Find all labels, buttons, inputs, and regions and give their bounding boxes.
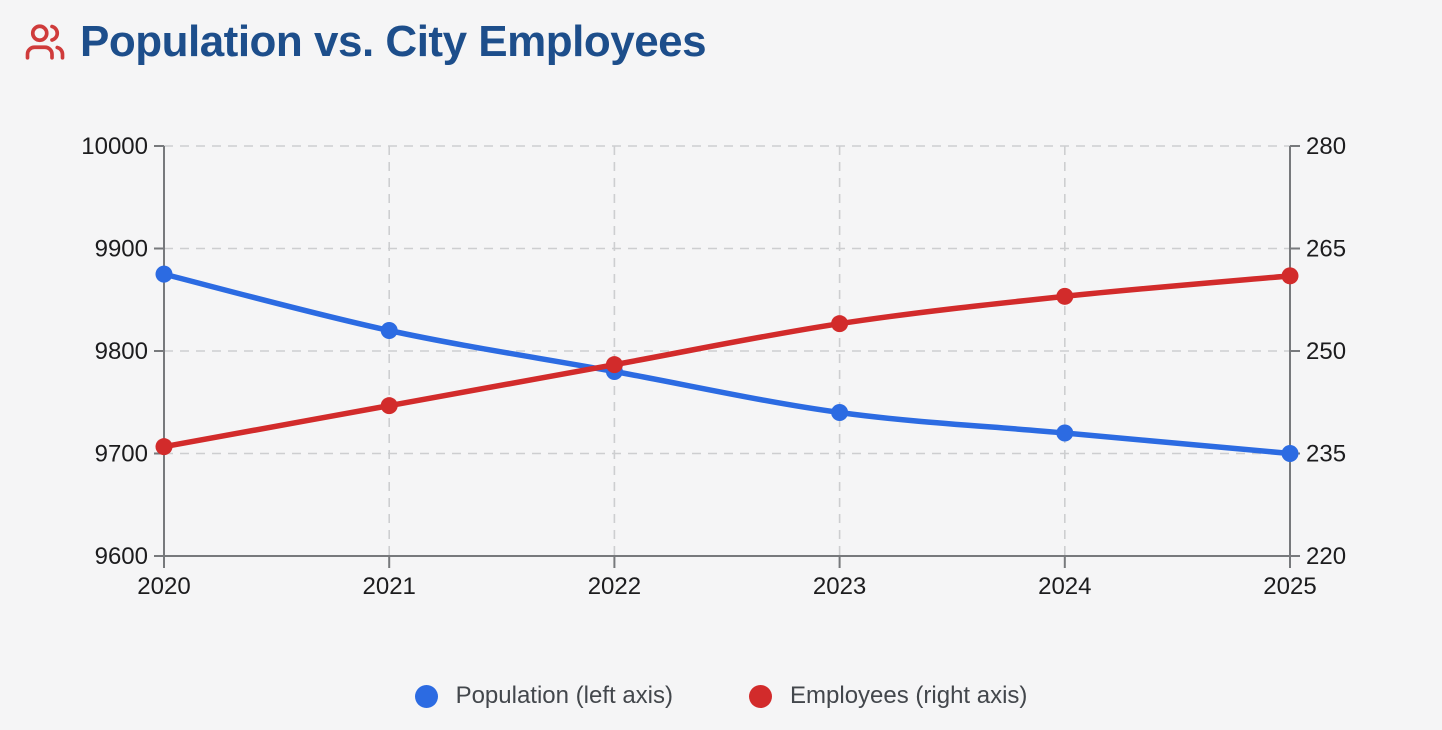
population-point <box>1281 445 1299 462</box>
left-axis-tick-label: 10000 <box>81 133 148 160</box>
legend-item-population[interactable]: Population (left axis) <box>414 682 674 710</box>
legend-item-employees[interactable]: Employees (right axis) <box>749 682 1027 710</box>
population-legend-dot <box>414 684 438 708</box>
chart-header: Population vs. City Employees <box>24 17 707 66</box>
x-axis-tick-label: 2024 <box>1038 573 1091 600</box>
chart-legend: Population (left axis) Employees (right … <box>0 682 1442 710</box>
left-axis-tick-label: 9700 <box>95 441 148 468</box>
page-title: Population vs. City Employees <box>80 17 707 66</box>
employees-point <box>380 397 398 415</box>
population-point <box>831 404 849 421</box>
x-axis-tick-label: 2023 <box>813 573 866 600</box>
population-legend-label: Population (left axis) <box>455 682 674 709</box>
right-axis-tick-label: 220 <box>1306 543 1346 570</box>
employees-point <box>605 356 623 374</box>
left-axis-tick-label: 9900 <box>95 236 148 263</box>
population-line <box>161 271 1293 457</box>
right-axis-tick-label: 265 <box>1306 236 1346 263</box>
population-point <box>1056 424 1074 442</box>
x-axis-tick-label: 2025 <box>1263 573 1316 600</box>
x-axis-tick-label: 2020 <box>137 573 190 600</box>
employees-point <box>831 315 849 333</box>
population-point <box>380 322 398 339</box>
employees-point <box>1056 287 1074 305</box>
x-axis-tick-label: 2022 <box>588 573 641 600</box>
population-point <box>155 265 173 283</box>
left-axis-tick-label: 9800 <box>95 338 148 365</box>
users-icon <box>25 24 65 60</box>
employees-point <box>155 438 173 456</box>
right-axis-tick-label: 235 <box>1306 441 1346 468</box>
employees-legend-label: Employees (right axis) <box>790 682 1028 709</box>
left-axis-tick-label: 9600 <box>95 543 148 570</box>
x-axis-tick-label: 2021 <box>363 573 416 600</box>
right-axis-tick-label: 280 <box>1306 133 1346 160</box>
employees-line <box>161 273 1293 450</box>
employees-legend-dot <box>749 684 773 708</box>
employees-point <box>1281 267 1299 285</box>
right-axis-tick-label: 250 <box>1306 338 1346 365</box>
